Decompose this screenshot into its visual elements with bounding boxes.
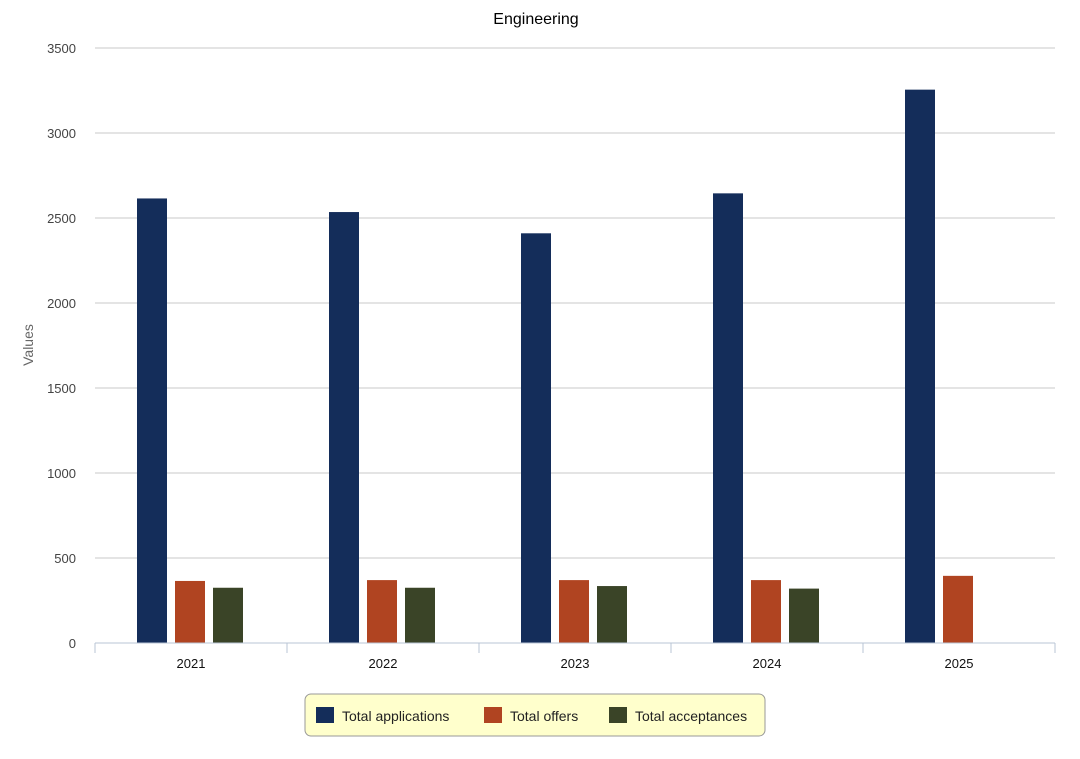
bar-total-applications-2024 [713, 193, 743, 643]
legend-swatch [609, 707, 627, 723]
legend-label: Total offers [510, 708, 578, 724]
bar-total-acceptances-2023 [597, 586, 627, 643]
y-tick-label: 3000 [47, 126, 76, 141]
bar-total-applications-2022 [329, 212, 359, 644]
x-tick-label: 2025 [945, 656, 974, 671]
bar-total-offers-2024 [751, 580, 781, 643]
y-tick-label: 0 [69, 636, 76, 651]
bar-total-acceptances-2024 [789, 588, 819, 643]
legend: Total applications Total offers Total acce… [304, 693, 766, 737]
bar-total-offers-2022 [367, 580, 397, 643]
legend-swatch [484, 707, 502, 723]
legend-label: Total acceptances [635, 708, 747, 724]
y-tick-label: 2000 [47, 296, 76, 311]
y-tick-label: 1500 [47, 381, 76, 396]
y-tick-label: 2500 [47, 211, 76, 226]
bars [137, 89, 973, 644]
legend-label: Total applications [342, 708, 449, 724]
x-tick-label: 2021 [177, 656, 206, 671]
bar-total-acceptances-2022 [405, 587, 435, 643]
bar-total-applications-2023 [521, 233, 551, 644]
y-tick-label: 3500 [47, 41, 76, 56]
bar-total-acceptances-2021 [213, 587, 243, 643]
legend-swatch [316, 707, 334, 723]
x-tick-label: 2024 [753, 656, 782, 671]
y-axis-label: Values [20, 324, 36, 366]
chart-title: Engineering [493, 11, 578, 28]
bar-total-offers-2025 [943, 575, 973, 643]
x-tick-label: 2023 [561, 656, 590, 671]
bar-total-offers-2021 [175, 580, 205, 643]
bar-total-offers-2023 [559, 580, 589, 643]
y-tick-label: 1000 [47, 466, 76, 481]
y-tick-label: 500 [54, 551, 76, 566]
legend-box [304, 693, 766, 737]
x-axis: 2021 2022 2023 2024 2025 [94, 642, 1056, 671]
gridlines [95, 47, 1055, 559]
bar-total-applications-2025 [905, 89, 935, 643]
x-tick-label: 2022 [369, 656, 398, 671]
bar-total-applications-2021 [137, 198, 167, 643]
y-axis-ticks: 0 500 1000 1500 2000 2500 3000 3500 [47, 41, 76, 651]
legend-items: Total applications Total offers Total acce… [316, 707, 747, 724]
